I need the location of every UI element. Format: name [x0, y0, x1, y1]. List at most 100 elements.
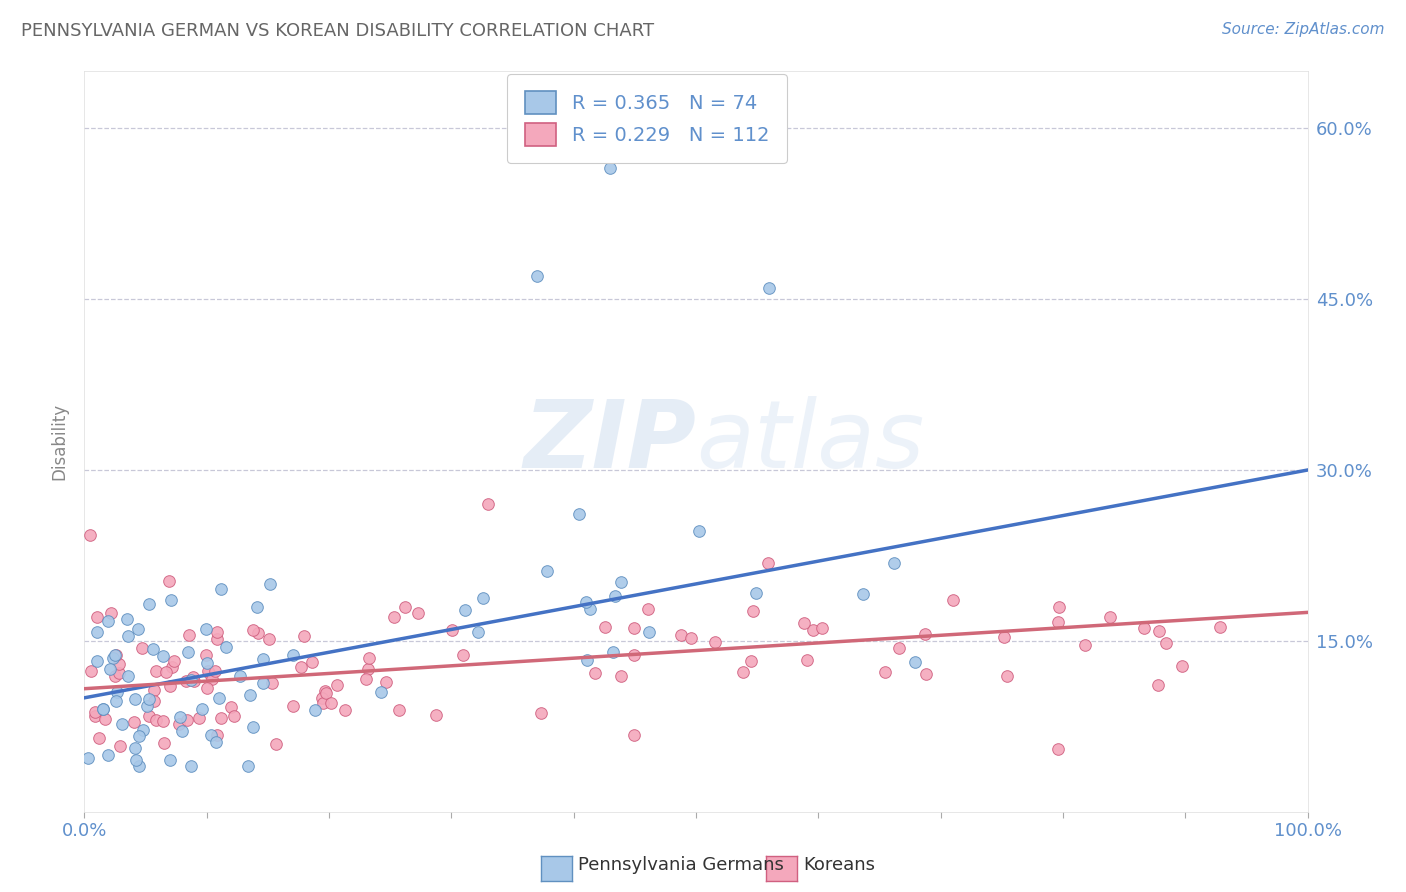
- Point: [105, 684, 128, 698]
- Point: [84, 709, 107, 723]
- Point: [756, 557, 779, 571]
- Point: [155, 665, 177, 680]
- Point: [593, 620, 616, 634]
- Point: [257, 632, 280, 646]
- Point: [86, 654, 108, 668]
- Point: [852, 587, 875, 601]
- Point: [441, 623, 464, 637]
- Point: [801, 623, 824, 637]
- Point: [162, 660, 184, 674]
- Point: [238, 759, 260, 773]
- Point: [1046, 615, 1069, 629]
- Point: [205, 625, 228, 640]
- Point: [453, 602, 475, 616]
- Point: [744, 585, 766, 599]
- Point: [94, 713, 117, 727]
- Point: [91, 702, 114, 716]
- Point: [374, 675, 396, 690]
- Point: [209, 582, 232, 597]
- Point: [108, 739, 131, 754]
- Point: [688, 524, 710, 539]
- Point: [283, 648, 305, 663]
- Point: [188, 710, 211, 724]
- Point: [219, 699, 242, 714]
- Point: [174, 674, 197, 689]
- Point: [811, 622, 834, 636]
- Point: [160, 593, 183, 607]
- Point: [107, 665, 129, 680]
- Point: [157, 574, 180, 588]
- Point: [215, 640, 238, 654]
- Point: [536, 564, 558, 578]
- Point: [623, 621, 645, 635]
- Point: [609, 669, 631, 683]
- Point: [292, 629, 315, 643]
- Point: [526, 269, 548, 284]
- Point: [117, 669, 139, 683]
- Point: [568, 507, 591, 521]
- Point: [104, 694, 127, 708]
- Point: [242, 720, 264, 734]
- Point: [104, 648, 127, 663]
- Point: [304, 703, 326, 717]
- Point: [138, 709, 160, 723]
- Point: [311, 690, 333, 705]
- Text: Source: ZipAtlas.com: Source: ZipAtlas.com: [1222, 22, 1385, 37]
- Point: [145, 664, 167, 678]
- Point: [131, 641, 153, 656]
- Point: [128, 729, 150, 743]
- Point: [875, 665, 897, 680]
- Point: [169, 716, 191, 731]
- Point: [387, 703, 409, 717]
- Point: [993, 630, 1015, 644]
- Point: [704, 635, 727, 649]
- Point: [138, 692, 160, 706]
- Point: [111, 717, 134, 731]
- Point: [183, 673, 205, 688]
- Text: atlas: atlas: [696, 396, 924, 487]
- Point: [170, 723, 193, 738]
- Point: [145, 713, 167, 727]
- Point: [314, 684, 336, 698]
- Point: [159, 753, 181, 767]
- Point: [195, 656, 218, 670]
- Point: [97, 747, 120, 762]
- Point: [190, 702, 212, 716]
- Point: [246, 625, 269, 640]
- Point: [290, 660, 312, 674]
- Point: [136, 699, 159, 714]
- Text: ZIP: ZIP: [523, 395, 696, 488]
- Point: [1047, 600, 1070, 615]
- Point: [623, 728, 645, 742]
- Point: [86, 625, 108, 640]
- Point: [319, 697, 342, 711]
- Point: [204, 664, 226, 678]
- Point: [333, 703, 356, 717]
- Point: [201, 673, 224, 687]
- Point: [100, 606, 122, 620]
- Point: [359, 651, 381, 665]
- Point: [575, 653, 598, 667]
- Point: [179, 628, 201, 642]
- Point: [180, 759, 202, 773]
- Point: [1149, 624, 1171, 639]
- Point: [575, 595, 598, 609]
- Point: [583, 666, 606, 681]
- Point: [758, 281, 780, 295]
- Point: [142, 642, 165, 657]
- Point: [578, 602, 600, 616]
- Point: [152, 714, 174, 728]
- Point: [229, 669, 252, 683]
- Point: [152, 649, 174, 664]
- Point: [195, 623, 218, 637]
- Point: [740, 654, 762, 668]
- Point: [477, 497, 499, 511]
- Point: [599, 161, 621, 176]
- Point: [79, 527, 101, 541]
- Point: [1147, 678, 1170, 692]
- Point: [204, 735, 226, 749]
- Point: [91, 702, 114, 716]
- Point: [117, 629, 139, 643]
- Point: [198, 666, 221, 681]
- Point: [260, 675, 283, 690]
